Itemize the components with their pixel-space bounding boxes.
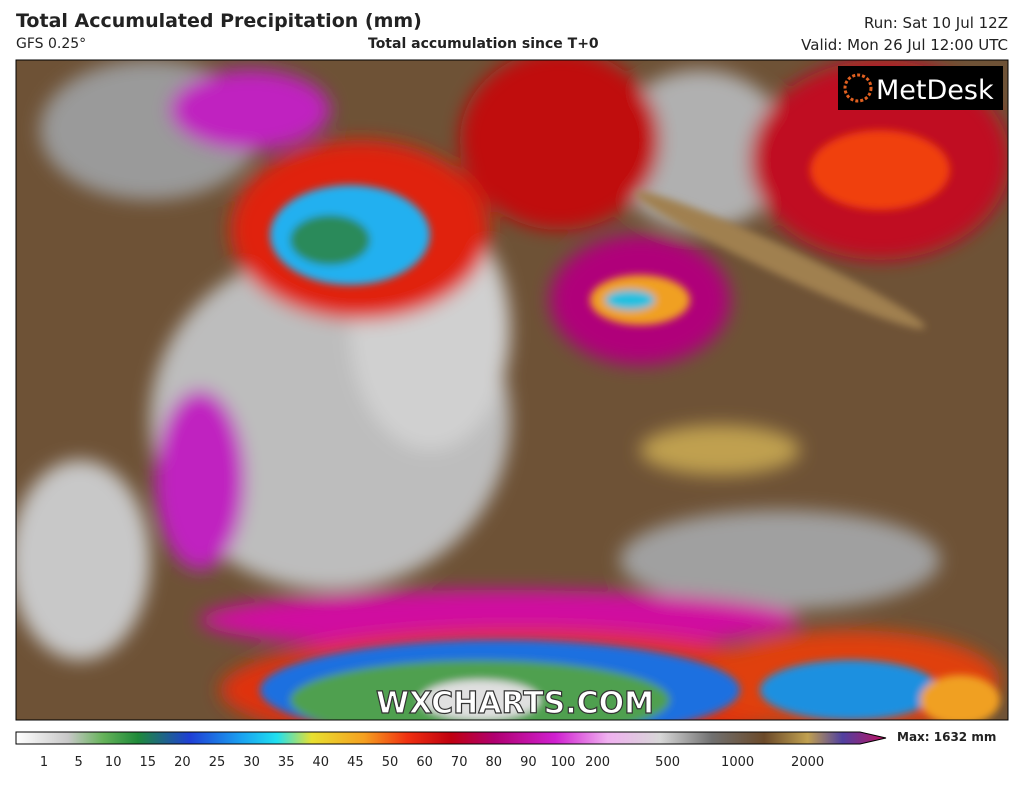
legend-tick-label: 40: [313, 755, 330, 770]
legend-tick-label: 25: [209, 755, 226, 770]
legend-tick-label: 200: [585, 755, 610, 770]
colorbar: [15, 731, 887, 745]
valid: Valid: Mon 26 Jul 12:00 UTC: [801, 36, 1008, 54]
legend-tick-label: 60: [416, 755, 433, 770]
legend-tick-label: 80: [486, 755, 503, 770]
legend-tick-label: 35: [278, 755, 295, 770]
legend-tick-label: 90: [520, 755, 537, 770]
legend-tick-label: 2000: [791, 755, 824, 770]
legend-tick-label: 30: [243, 755, 260, 770]
legend-tick-label: 10: [105, 755, 122, 770]
legend-tick-label: 15: [140, 755, 157, 770]
legend-tick-label: 50: [382, 755, 399, 770]
subtitle: Total accumulation since T+0: [368, 36, 599, 52]
legend-tick-label: 45: [347, 755, 364, 770]
legend-tick-label: 70: [451, 755, 468, 770]
legend-tick-label: 5: [74, 755, 82, 770]
logo: MetDesk: [876, 75, 994, 106]
watermark: WXCHARTS.COM: [376, 686, 654, 721]
legend-tick-label: 1: [40, 755, 48, 770]
model: GFS 0.25°: [16, 36, 87, 52]
legend-tick-label: 500: [655, 755, 680, 770]
run: Run: Sat 10 Jul 12Z: [863, 14, 1008, 32]
legend-tick-label: 1000: [721, 755, 754, 770]
legend-tick-label: 100: [551, 755, 576, 770]
title: Total Accumulated Precipitation (mm): [16, 10, 422, 32]
max-label: Max: 1632 mm: [897, 730, 996, 744]
legend-tick-label: 20: [174, 755, 191, 770]
logo-box: [838, 66, 1003, 110]
precipitation-field: [16, 60, 1008, 720]
